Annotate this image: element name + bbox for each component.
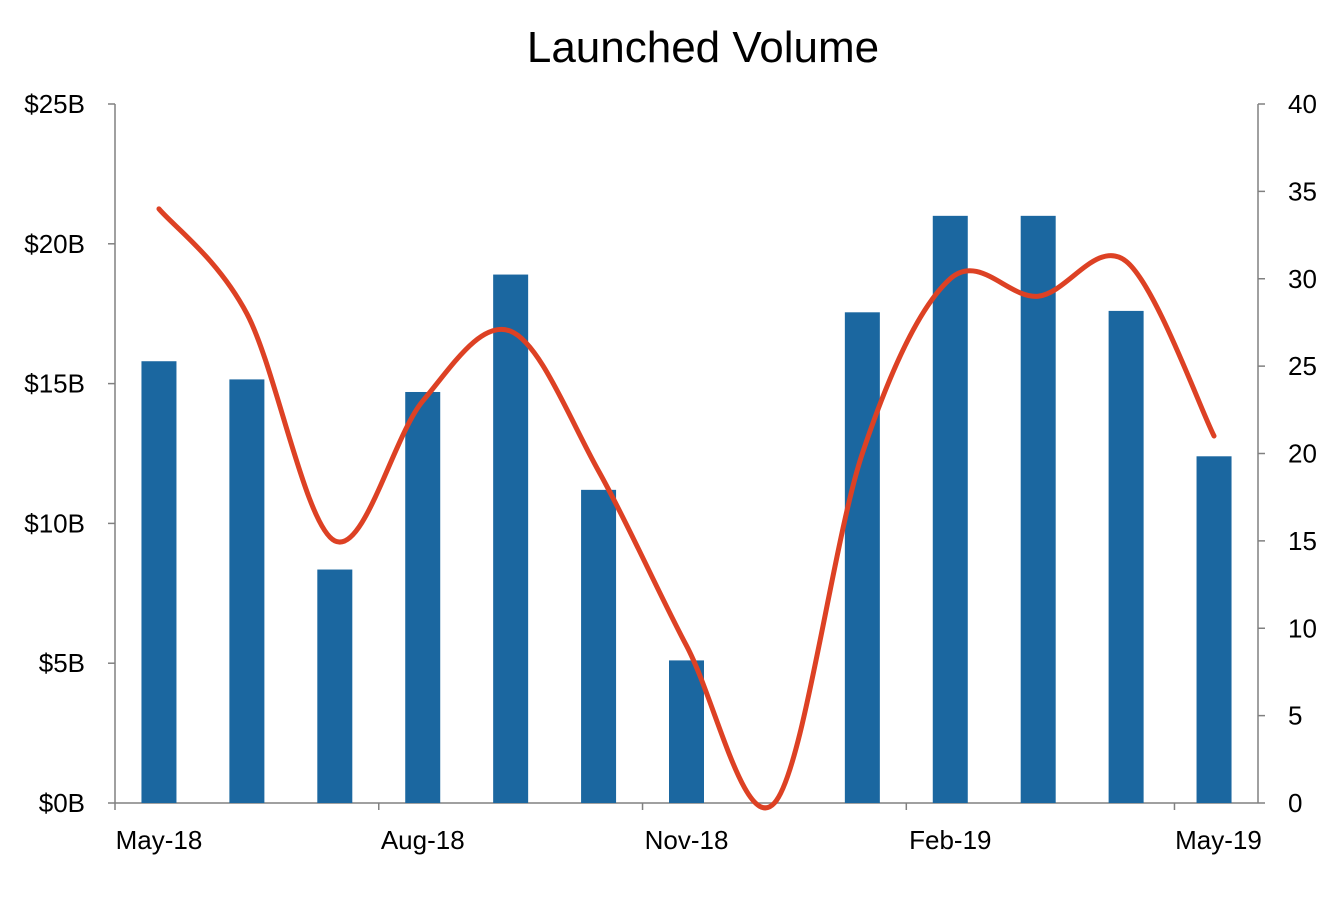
bar (844, 312, 880, 803)
y-left-tick-label: $15B (24, 369, 85, 399)
line-series-path (156, 206, 1217, 811)
y-left-tick-label: $20B (24, 229, 85, 259)
x-tick-label: Nov-18 (645, 825, 729, 855)
tick-labels: $0B $5B $10B $15B $20B $25B 0 5 10 15 20 25 30 35 40 Ma… (24, 89, 1317, 855)
y-right-tick-label: 40 (1288, 89, 1317, 119)
bar (1108, 310, 1144, 803)
bar (141, 361, 177, 803)
y-left-tick-label: $25B (24, 89, 85, 119)
y-right-tick-label: 5 (1288, 701, 1302, 731)
bar-series (141, 215, 1232, 804)
bar (581, 489, 617, 803)
y-right-tick-label: 10 (1288, 613, 1317, 643)
y-left-tick-label: $10B (24, 508, 85, 538)
chart-title: Launched Volume (527, 23, 879, 72)
bar (405, 391, 441, 803)
x-tick-label: May-19 (1175, 825, 1262, 855)
y-right-tick-label: 0 (1288, 788, 1302, 818)
x-tick-label: Feb-19 (909, 825, 991, 855)
y-right-tick-label: 20 (1288, 439, 1317, 469)
bar (493, 274, 529, 803)
y-right-tick-label: 35 (1288, 176, 1317, 206)
y-left-tick-label: $5B (39, 648, 85, 678)
y-right-tick-label: 15 (1288, 526, 1317, 556)
bar (229, 379, 265, 803)
x-tick-label: Aug-18 (381, 825, 465, 855)
bar (317, 569, 353, 803)
y-right-tick-label: 25 (1288, 351, 1317, 381)
y-right-tick-label: 30 (1288, 264, 1317, 294)
bar (669, 660, 704, 803)
x-tick-label: May-18 (116, 825, 203, 855)
y-left-tick-label: $0B (39, 788, 85, 818)
bar (1020, 215, 1056, 804)
line-series (156, 206, 1217, 811)
bar (932, 215, 968, 804)
bar (1196, 456, 1232, 803)
